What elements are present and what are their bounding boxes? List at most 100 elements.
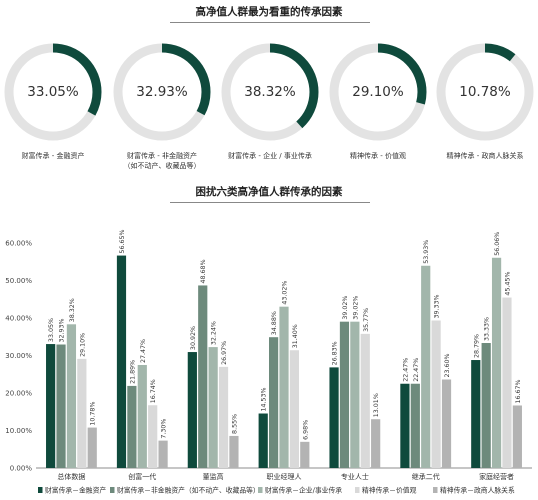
legend-label: 财富传承－非金融资产（如不动产、收藏品等） <box>117 486 260 495</box>
donut-caption-line1: 精神传承 - 政商人脉关系 <box>446 152 524 160</box>
bar <box>137 364 147 468</box>
section1-title: 高净值人群最为看重的传承因素 <box>195 6 343 18</box>
data-label: 28.79% <box>473 334 480 358</box>
x-tick-label: 创富一代 <box>128 472 156 481</box>
y-tick-label: 0.00% <box>10 465 33 473</box>
title-underline <box>170 22 370 23</box>
donut-value: 38.32% <box>244 84 296 100</box>
x-tick-label: 董监高 <box>203 472 224 481</box>
bar <box>127 385 137 468</box>
data-label: 33.33% <box>484 317 491 341</box>
legend-label: 精神传承－政商人脉关系 <box>440 486 515 495</box>
donut-caption: 财富传承 - 金融资产 <box>0 151 113 161</box>
donut-chart: 32.93% <box>110 40 214 144</box>
data-label: 16.67% <box>515 379 522 403</box>
data-label: 53.93% <box>423 240 430 264</box>
donut-arc <box>113 43 211 141</box>
data-label: 34.88% <box>271 311 278 335</box>
data-label: 35.77% <box>363 308 370 332</box>
donut-arc <box>221 43 319 141</box>
legend-swatch <box>355 487 360 493</box>
bar <box>66 324 77 468</box>
data-label: 22.47% <box>413 358 420 382</box>
bar <box>400 383 410 468</box>
bar <box>350 321 360 468</box>
y-tick-label: 10.00% <box>5 427 32 435</box>
data-label: 30.92% <box>190 326 197 350</box>
data-label: 31.40% <box>292 324 299 348</box>
bar <box>471 360 481 468</box>
donut-caption-line1: 精神传承 - 价值观 <box>350 152 406 160</box>
x-tick-label: 继承二代 <box>412 472 440 481</box>
bar <box>187 352 197 468</box>
bar <box>148 405 158 468</box>
bar <box>502 297 512 468</box>
donut-caption: 精神传承 - 价值观 <box>318 151 438 161</box>
donut-arc <box>436 43 534 141</box>
bar <box>512 405 522 468</box>
bar <box>371 419 381 468</box>
data-label: 26.83% <box>332 341 339 365</box>
y-tick-label: 30.00% <box>5 352 32 360</box>
bar <box>431 320 441 468</box>
bar <box>56 344 66 468</box>
donut-caption-line1: 财富传承 - 金融资产 <box>21 152 85 160</box>
data-label: 39.02% <box>352 296 359 320</box>
bar <box>339 321 350 468</box>
y-tick-label: 20.00% <box>5 390 32 398</box>
bar <box>229 435 239 468</box>
bar <box>258 413 268 468</box>
donut-caption-line1: 财富传承 - 企业 / 事业传承 <box>228 152 312 160</box>
data-label: 32.24% <box>211 321 218 345</box>
bar <box>158 440 168 468</box>
data-label: 27.47% <box>140 339 147 363</box>
bar <box>410 383 420 468</box>
bar <box>46 344 56 468</box>
donut-caption-line1: 财富传承 - 非金融资产 <box>127 152 197 160</box>
data-label: 39.02% <box>342 296 349 320</box>
legend-label: 精神传承－价值观 <box>362 486 417 495</box>
legend-swatch <box>38 487 43 493</box>
data-label: 23.60% <box>444 353 451 377</box>
legend-swatch <box>258 487 263 493</box>
bar <box>279 306 289 468</box>
bar <box>300 441 310 468</box>
bar <box>218 366 229 468</box>
y-tick-label: 50.00% <box>5 277 32 285</box>
data-label: 26.97% <box>221 341 228 365</box>
legend-swatch <box>433 487 438 493</box>
bar <box>77 358 87 468</box>
donut-chart: 33.05% <box>1 40 105 144</box>
data-label: 13.01% <box>373 393 380 417</box>
bar <box>87 427 97 468</box>
donut-caption: 财富传承 - 企业 / 事业传承 <box>210 151 330 161</box>
data-label: 7.30% <box>161 419 168 439</box>
data-label: 16.74% <box>150 379 157 403</box>
data-label: 6.98% <box>302 420 309 440</box>
data-label: 22.47% <box>402 358 409 382</box>
bar <box>360 333 370 468</box>
y-tick-label: 60.00% <box>5 240 32 248</box>
data-label: 14.53% <box>261 387 268 411</box>
data-label: 10.78% <box>90 402 97 426</box>
x-tick-label: 职业经理人 <box>267 472 302 481</box>
chart-title: 困扰六类高净值人群传承的因素 <box>195 186 343 198</box>
donut-caption: 财富传承 - 非金融资产 （如不动产、收藏品等） <box>102 151 222 171</box>
data-label: 29.10% <box>79 333 86 357</box>
data-label: 21.89% <box>129 360 136 384</box>
data-label: 33.05% <box>48 318 55 342</box>
bar <box>491 257 502 468</box>
x-tick-label: 家庭经营者 <box>479 472 514 481</box>
bar <box>421 265 431 468</box>
donut-value: 32.93% <box>136 84 188 100</box>
data-label: 8.55% <box>231 414 238 434</box>
donut-caption-line2: （如不动产、收藏品等） <box>123 162 201 170</box>
x-tick-label: 专业人士 <box>341 472 369 481</box>
bar <box>269 337 279 468</box>
x-tick-label: 总体数据 <box>57 472 85 481</box>
bar <box>289 350 299 468</box>
data-label: 38.32% <box>69 298 76 322</box>
chart-title-underline <box>170 202 370 203</box>
donut-caption: 精神传承 - 政商人脉关系 <box>425 151 538 161</box>
donut-chart: 10.78% <box>433 40 537 144</box>
